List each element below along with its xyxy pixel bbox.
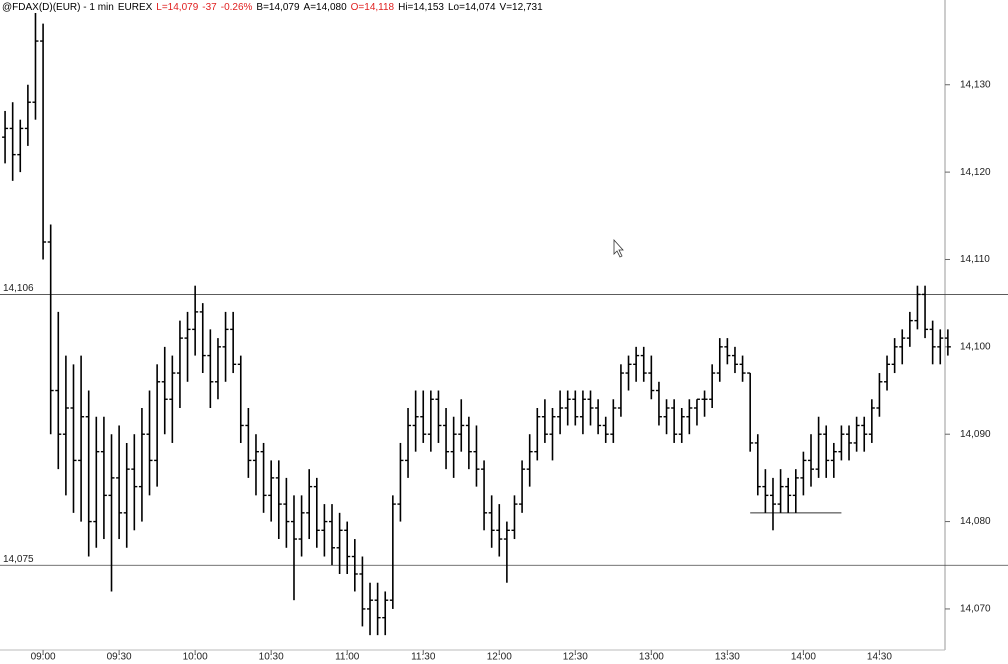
header-item: B=14,079 xyxy=(256,2,300,13)
header-item: A=14,080 xyxy=(303,2,347,13)
header-item: EUREX xyxy=(117,2,153,13)
y-tick-label: 14,120 xyxy=(960,167,991,178)
mouse-cursor xyxy=(613,238,624,258)
x-tick-label: 13:00 xyxy=(639,652,664,663)
y-tick-label: 14,130 xyxy=(960,79,991,90)
header-item: L=14,079 xyxy=(156,2,199,13)
x-tick-label: 10:30 xyxy=(259,652,284,663)
x-tick-label: 12:00 xyxy=(487,652,512,663)
y-tick-label: 14,080 xyxy=(960,516,991,527)
x-tick-label: 09:00 xyxy=(31,652,56,663)
header-item: -37 xyxy=(202,2,217,13)
header-item: -0.26% xyxy=(220,2,253,13)
x-tick-label: 12:30 xyxy=(563,652,588,663)
y-tick-label: 14,100 xyxy=(960,341,991,352)
x-tick-label: 14:00 xyxy=(791,652,816,663)
horizontal-line-label: 14,106 xyxy=(3,283,34,294)
y-tick-label: 14,070 xyxy=(960,604,991,615)
horizontal-line-label: 14,075 xyxy=(3,554,34,565)
x-tick-label: 11:30 xyxy=(411,652,436,663)
x-tick-label: 09:30 xyxy=(107,652,132,663)
symbol-header: @FDAX(D)(EUR) - 1 min EUREX L=14,079 -37 -0.… xyxy=(2,2,547,13)
x-tick-label: 11:00 xyxy=(335,652,360,663)
x-tick-label: 13:30 xyxy=(715,652,740,663)
header-item: Lo=14,074 xyxy=(447,2,496,13)
y-tick-label: 14,110 xyxy=(960,254,990,265)
x-tick-label: 14:30 xyxy=(867,652,892,663)
header-item: O=14,118 xyxy=(350,2,395,13)
header-item: @FDAX(D)(EUR) - 1 min xyxy=(2,2,114,13)
header-item: Hi=14,153 xyxy=(398,2,444,13)
y-tick-label: 14,090 xyxy=(960,429,991,440)
x-tick-label: 10:00 xyxy=(183,652,208,663)
header-item: V=12,731 xyxy=(499,2,543,13)
